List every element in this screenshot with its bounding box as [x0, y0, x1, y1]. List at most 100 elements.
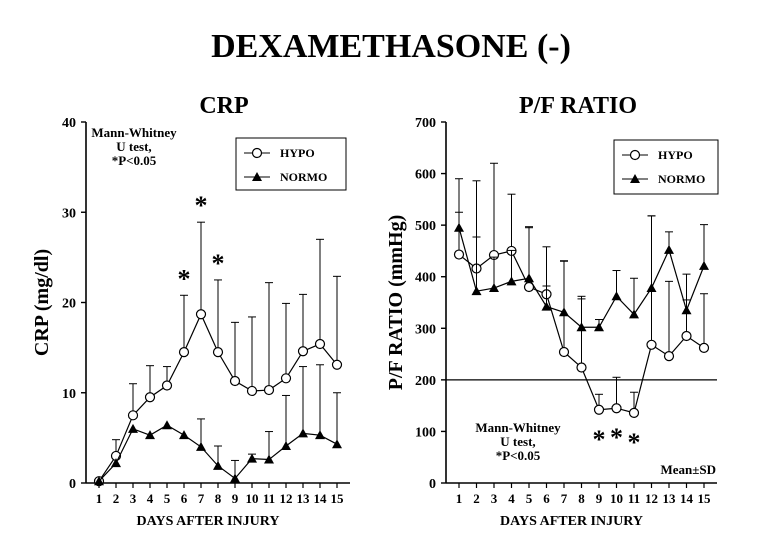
- legend-box: [235, 137, 347, 191]
- x-tick-label: 2: [473, 491, 480, 506]
- mean-sd-label: Mean±SD: [660, 462, 716, 477]
- x-tick-label: 9: [596, 491, 603, 506]
- x-tick-label: 7: [561, 491, 568, 506]
- hypo-point: [453, 249, 465, 260]
- x-tick-label: 11: [628, 491, 640, 506]
- significance-asterisk: *: [610, 423, 623, 452]
- stat-note-line: U test,: [116, 139, 151, 154]
- x-tick-label: 2: [113, 491, 120, 506]
- x-axis-label: DAYS AFTER INJURY: [137, 514, 280, 529]
- x-tick-label: 8: [578, 491, 585, 506]
- stat-note-line: Mann-Whitney: [91, 125, 177, 140]
- normo-point: [230, 473, 240, 483]
- hypo-point: [611, 403, 622, 414]
- hypo-point: [229, 375, 241, 387]
- normo-point: [646, 283, 657, 293]
- stat-note-line: *P<0.05: [496, 448, 541, 463]
- significance-asterisk: *: [195, 191, 208, 220]
- x-tick-label: 14: [314, 491, 328, 506]
- legend-marker-hypo: [251, 147, 263, 159]
- normo-point: [111, 458, 121, 468]
- hypo-point: [593, 404, 605, 415]
- normo-point: [541, 301, 552, 311]
- hypo-point: [331, 359, 343, 370]
- y-tick-label: 30: [62, 206, 76, 221]
- normo-point: [559, 307, 569, 317]
- hypo-point: [127, 410, 139, 421]
- normo-point: [196, 441, 206, 451]
- y-tick-label: 400: [415, 271, 436, 286]
- y-tick-label: 20: [62, 297, 76, 312]
- x-tick-label: 1: [96, 491, 103, 506]
- hypo-point: [558, 346, 570, 358]
- normo-point: [681, 305, 692, 315]
- legend-label-normo: NORMO: [280, 170, 327, 184]
- normo-point: [213, 460, 223, 470]
- normo-point: [94, 476, 104, 486]
- stat-note-line: Mann-Whitney: [475, 420, 561, 435]
- normo-point: [611, 291, 622, 301]
- hypo-point: [263, 384, 275, 396]
- y-tick-label: 300: [415, 322, 436, 337]
- y-tick-label: 600: [415, 168, 436, 183]
- y-tick-label: 40: [62, 116, 76, 131]
- x-tick-label: 15: [331, 491, 345, 506]
- hypo-point: [663, 351, 675, 362]
- hypo-point: [523, 281, 535, 293]
- y-tick-label: 700: [415, 116, 436, 131]
- hypo-point: [297, 346, 309, 357]
- y-tick-label: 0: [69, 477, 76, 492]
- hypo-point: [314, 338, 326, 350]
- normo-point: [629, 309, 639, 319]
- normo-point: [264, 454, 274, 464]
- significance-asterisk: *: [212, 249, 225, 278]
- x-tick-label: 9: [232, 491, 239, 506]
- stat-note-line: *P<0.05: [112, 153, 157, 168]
- hypo-point: [576, 362, 587, 373]
- stat-note-line: U test,: [500, 434, 535, 449]
- normo-point: [594, 322, 604, 332]
- hypo-point: [280, 373, 292, 384]
- legend-marker-normo: [252, 172, 262, 181]
- x-axis-label: DAYS AFTER INJURY: [500, 514, 643, 529]
- x-tick-label: 10: [610, 491, 623, 506]
- x-tick-label: 4: [508, 491, 515, 506]
- normo-point: [145, 430, 155, 440]
- hypo-point: [161, 380, 173, 391]
- significance-asterisk: *: [593, 425, 606, 454]
- hypo-point: [178, 347, 190, 358]
- legend-box: [613, 139, 719, 195]
- hypo-point: [144, 392, 156, 403]
- legend-marker-hypo: [629, 149, 641, 161]
- normo-point: [664, 244, 674, 254]
- normo-point: [524, 273, 534, 283]
- normo-point: [699, 260, 709, 270]
- normo-point: [506, 276, 517, 286]
- significance-asterisk: *: [628, 428, 641, 457]
- normo-point: [281, 440, 291, 450]
- y-tick-label: 500: [415, 219, 436, 234]
- chart-title: P/F RATIO: [519, 93, 637, 119]
- x-tick-label: 15: [698, 491, 712, 506]
- normo-point: [576, 322, 587, 332]
- normo-point: [128, 423, 138, 433]
- y-axis-label: CRP (mg/dl): [31, 249, 53, 356]
- x-tick-label: 3: [491, 491, 498, 506]
- hypo-point: [628, 407, 640, 418]
- normo-point: [471, 286, 482, 296]
- x-tick-label: 8: [215, 491, 222, 506]
- normo-point: [247, 453, 257, 463]
- x-tick-label: 14: [680, 491, 694, 506]
- x-tick-label: 6: [181, 491, 188, 506]
- chart-title: CRP: [199, 93, 248, 119]
- legend-label-hypo: HYPO: [280, 146, 315, 160]
- normo-point: [162, 420, 172, 430]
- legend-label-normo: NORMO: [658, 172, 705, 186]
- x-tick-label: 12: [280, 491, 293, 506]
- significance-asterisk: *: [178, 264, 191, 293]
- hypo-point: [212, 347, 224, 358]
- legend-marker-normo: [630, 174, 640, 183]
- normo-point: [454, 222, 464, 232]
